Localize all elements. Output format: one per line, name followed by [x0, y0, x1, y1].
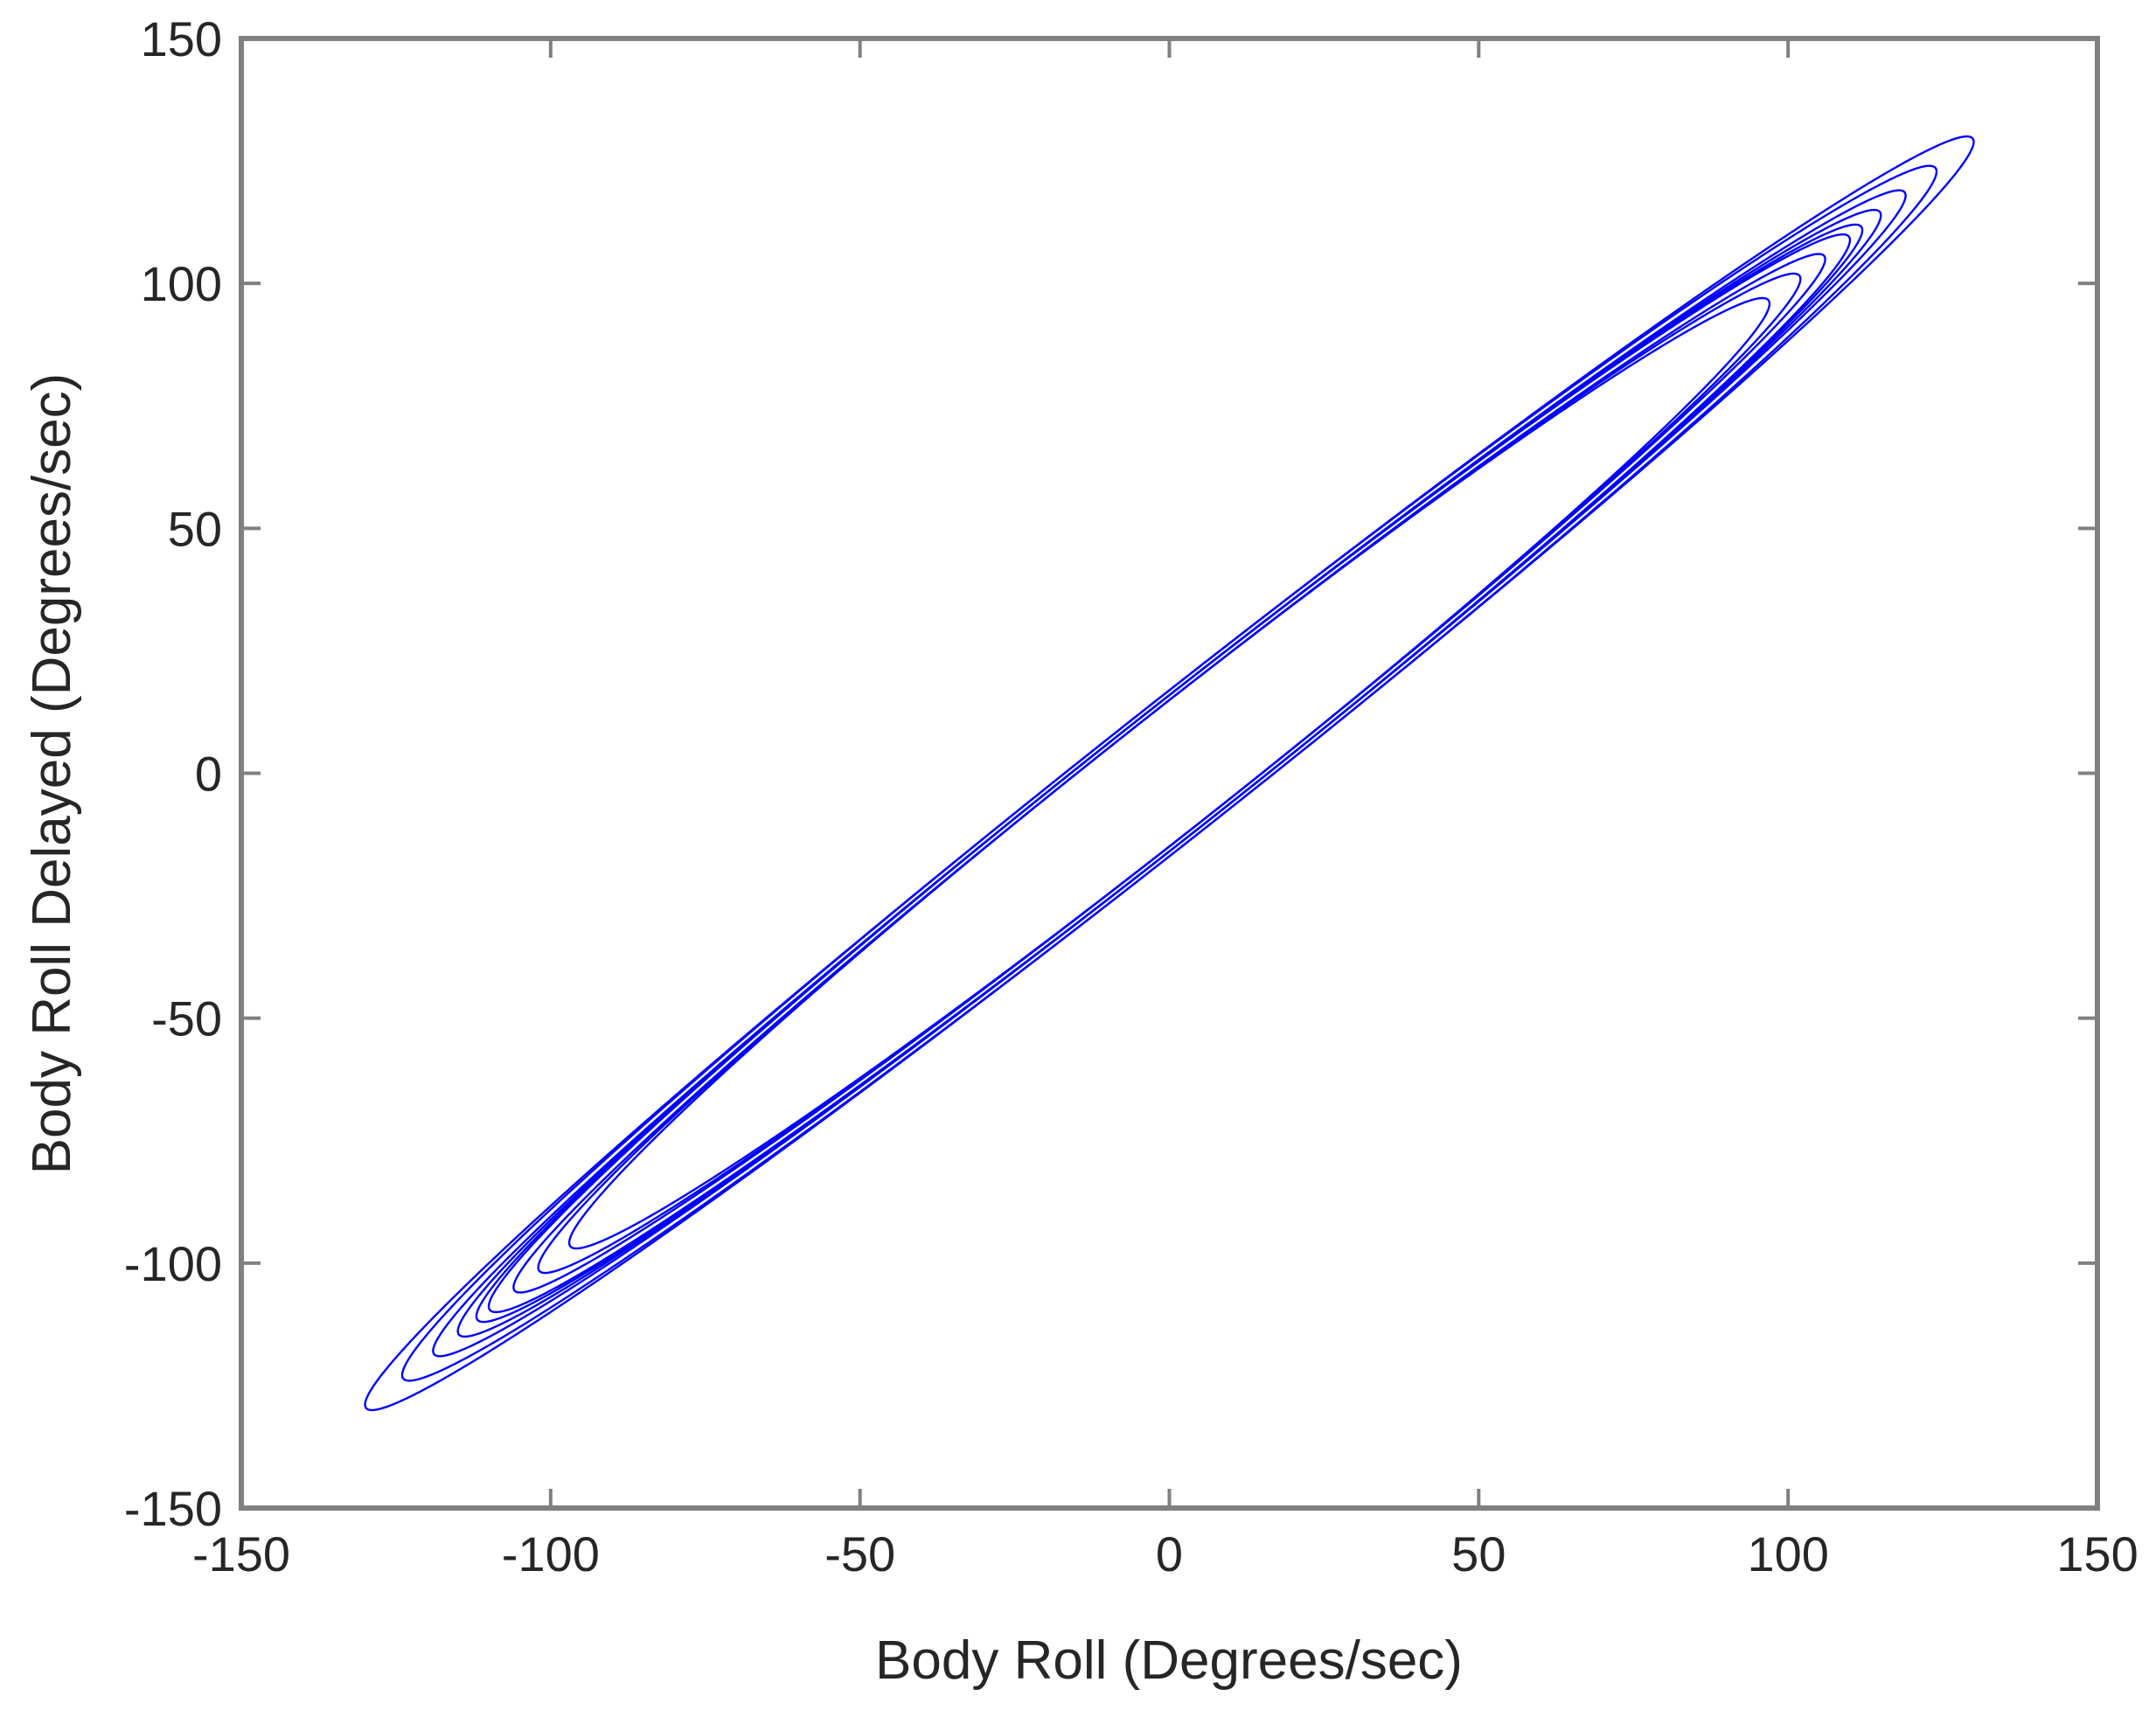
x-axis-title: Body Roll (Degrees/sec)	[875, 1630, 1463, 1691]
trajectory-loop-1	[400, 164, 1938, 1382]
y-tick-label-2: -50	[151, 991, 222, 1046]
x-tick-label-0: -150	[192, 1526, 290, 1581]
x-tick-label-5: 100	[1747, 1526, 1828, 1581]
plot-frame	[239, 36, 2100, 1511]
x-tick-label-3: 0	[1156, 1526, 1183, 1581]
y-tick-label-5: 100	[141, 256, 222, 311]
x-tick-label-1: -100	[502, 1526, 600, 1581]
y-tick-label-3: 0	[195, 747, 222, 802]
trajectory-loop-8	[567, 296, 1771, 1250]
y-tick-label-4: 50	[168, 501, 222, 556]
series-layer	[364, 135, 1975, 1412]
x-tick-label-2: -50	[824, 1526, 895, 1581]
trajectory-loop-5	[487, 233, 1852, 1314]
y-axis-title: Body Roll Delayed (Degrees/sec)	[22, 373, 82, 1175]
y-tick-label-0: -150	[124, 1481, 222, 1536]
labels-layer: -150 -100 -50 0 50 100 150 -150 -100 -50 0 50 100 150	[124, 11, 2139, 1581]
x-tick-label-4: 50	[1451, 1526, 1506, 1581]
x-tick-label-6: 150	[2056, 1526, 2138, 1581]
y-tick-label-1: -100	[124, 1236, 222, 1291]
y-tick-label-6: 150	[141, 11, 222, 66]
